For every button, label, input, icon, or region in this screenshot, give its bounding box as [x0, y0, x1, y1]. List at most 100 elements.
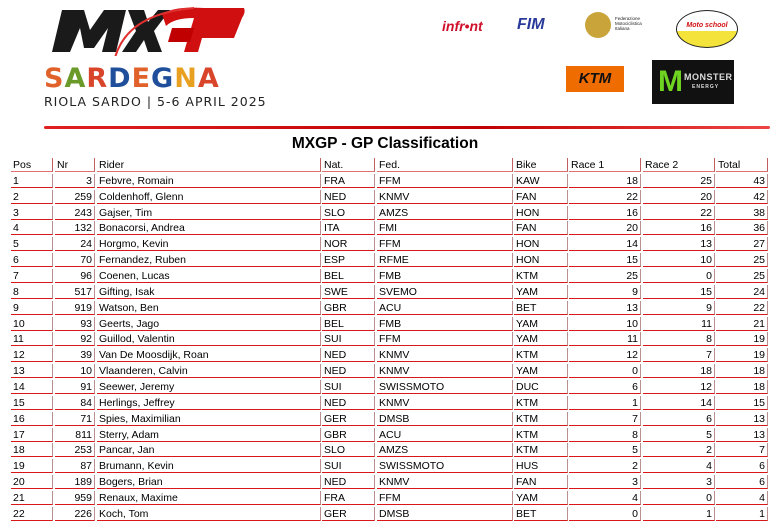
cell-bike: HUS — [514, 459, 568, 474]
column-header-nr: Nr — [55, 158, 95, 172]
cell-rider: Sterry, Adam — [97, 427, 321, 442]
cell-pos: 22 — [11, 506, 53, 521]
cell-race2: 0 — [643, 269, 715, 284]
cell-fed: FMI — [377, 221, 513, 236]
cell-fed: FFM — [377, 173, 513, 188]
cell-pos: 8 — [11, 284, 53, 299]
cell-nr: 39 — [55, 348, 95, 363]
cell-total: 19 — [716, 348, 768, 363]
cell-nr: 253 — [55, 443, 95, 458]
moto-school-logo: Moto school — [676, 10, 738, 48]
cell-nat: ITA — [322, 221, 375, 236]
cell-race2: 22 — [643, 205, 715, 220]
cell-nat: GBR — [322, 427, 375, 442]
cell-total: 18 — [716, 364, 768, 379]
cell-nat: NED — [322, 364, 375, 379]
cell-nr: 517 — [55, 284, 95, 299]
cell-race2: 20 — [643, 189, 715, 204]
cell-nr: 811 — [55, 427, 95, 442]
ktm-logo: KTM — [566, 66, 624, 92]
column-header-nat: Nat. — [322, 158, 375, 172]
cell-bike: HON — [514, 205, 568, 220]
divider — [44, 126, 770, 129]
cell-fed: FMB — [377, 269, 513, 284]
cell-race2: 18 — [643, 364, 715, 379]
moto-school-text: Moto school — [686, 22, 728, 29]
cell-rider: Coldenhoff, Glenn — [97, 189, 321, 204]
cell-nr: 87 — [55, 459, 95, 474]
cell-nat: GER — [322, 506, 375, 521]
cell-pos: 7 — [11, 269, 53, 284]
fmi-logo: Federazione Motociclistica Italiana — [585, 12, 655, 42]
cell-nr: 189 — [55, 475, 95, 490]
cell-pos: 14 — [11, 380, 53, 395]
cell-fed: FFM — [377, 237, 513, 252]
cell-nat: BEL — [322, 316, 375, 331]
cell-fed: FFM — [377, 332, 513, 347]
column-header-bike: Bike — [514, 158, 568, 172]
cell-pos: 5 — [11, 237, 53, 252]
cell-race1: 12 — [569, 348, 641, 363]
cell-total: 18 — [716, 380, 768, 395]
cell-pos: 20 — [11, 475, 53, 490]
cell-bike: HON — [514, 237, 568, 252]
cell-rider: Febvre, Romain — [97, 173, 321, 188]
cell-race1: 22 — [569, 189, 641, 204]
cell-total: 24 — [716, 284, 768, 299]
cell-race1: 0 — [569, 364, 641, 379]
cell-race2: 12 — [643, 380, 715, 395]
cell-pos: 4 — [11, 221, 53, 236]
cell-pos: 12 — [11, 348, 53, 363]
cell-bike: FAN — [514, 475, 568, 490]
cell-rider: Spies, Maximilian — [97, 411, 321, 426]
cell-race2: 4 — [643, 459, 715, 474]
cell-rider: Seewer, Jeremy — [97, 380, 321, 395]
cell-fed: SWISSMOTO — [377, 459, 513, 474]
cell-race2: 15 — [643, 284, 715, 299]
cell-total: 7 — [716, 443, 768, 458]
cell-pos: 19 — [11, 459, 53, 474]
cell-race2: 3 — [643, 475, 715, 490]
cell-rider: Vlaanderen, Calvin — [97, 364, 321, 379]
cell-race1: 15 — [569, 253, 641, 268]
cell-bike: BET — [514, 506, 568, 521]
cell-race2: 8 — [643, 332, 715, 347]
cell-pos: 16 — [11, 411, 53, 426]
cell-nr: 919 — [55, 300, 95, 315]
cell-race1: 1 — [569, 395, 641, 410]
cell-pos: 3 — [11, 205, 53, 220]
cell-nr: 24 — [55, 237, 95, 252]
cell-fed: KNMV — [377, 348, 513, 363]
cell-bike: KTM — [514, 269, 568, 284]
cell-nat: SLO — [322, 205, 375, 220]
cell-race1: 2 — [569, 459, 641, 474]
cell-nat: NOR — [322, 237, 375, 252]
cell-bike: HON — [514, 253, 568, 268]
cell-rider: Watson, Ben — [97, 300, 321, 315]
cell-bike: KTM — [514, 395, 568, 410]
cell-nr: 70 — [55, 253, 95, 268]
cell-race2: 6 — [643, 411, 715, 426]
cell-rider: Herlings, Jeffrey — [97, 395, 321, 410]
cell-total: 25 — [716, 269, 768, 284]
cell-nat: SUI — [322, 332, 375, 347]
cell-race2: 9 — [643, 300, 715, 315]
cell-race1: 13 — [569, 300, 641, 315]
cell-pos: 17 — [11, 427, 53, 442]
cell-race1: 18 — [569, 173, 641, 188]
cell-bike: FAN — [514, 221, 568, 236]
column-header-pos: Pos — [11, 158, 53, 172]
cell-pos: 1 — [11, 173, 53, 188]
cell-fed: KNMV — [377, 189, 513, 204]
cell-nat: SWE — [322, 284, 375, 299]
cell-race2: 14 — [643, 395, 715, 410]
cell-nr: 10 — [55, 364, 95, 379]
cell-rider: Bogers, Brian — [97, 475, 321, 490]
cell-fed: SWISSMOTO — [377, 380, 513, 395]
cell-fed: DMSB — [377, 506, 513, 521]
cell-rider: Gifting, Isak — [97, 284, 321, 299]
cell-total: 1 — [716, 506, 768, 521]
cell-total: 38 — [716, 205, 768, 220]
cell-pos: 13 — [11, 364, 53, 379]
cell-race2: 0 — [643, 491, 715, 506]
